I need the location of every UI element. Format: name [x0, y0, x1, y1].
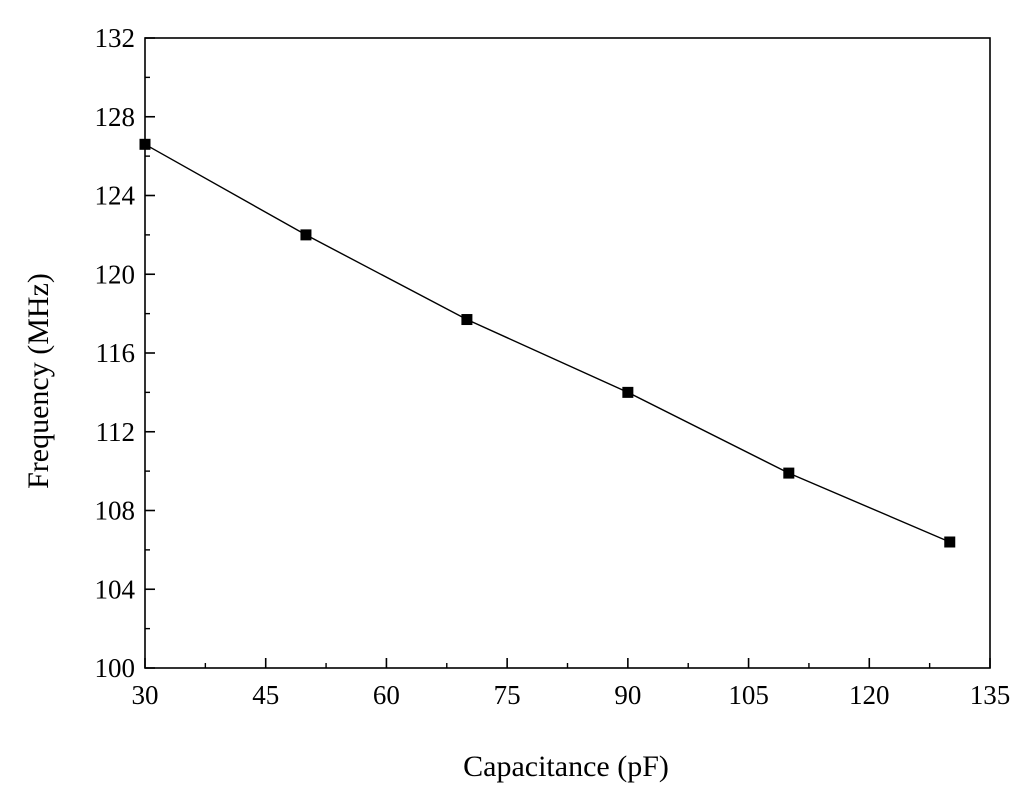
y-tick-label: 124	[95, 181, 136, 211]
data-point-marker	[139, 138, 151, 150]
axes	[144, 37, 991, 669]
x-axis-label: Capacitance (pF)	[463, 750, 669, 783]
data-point-marker	[944, 536, 956, 548]
x-tick-label: 60	[373, 680, 400, 710]
y-tick-label: 132	[95, 23, 136, 53]
series-layer	[139, 138, 956, 548]
x-tick-label: 75	[494, 680, 521, 710]
y-tick-label: 100	[95, 653, 136, 683]
y-tick-label: 112	[96, 417, 136, 447]
data-point-marker	[622, 386, 634, 398]
y-tick-label: 120	[95, 259, 136, 289]
data-point-marker	[461, 314, 473, 326]
y-tick-label: 116	[96, 338, 136, 368]
x-tick-label: 135	[970, 680, 1011, 710]
x-tick-label: 105	[728, 680, 769, 710]
plot-frame	[144, 37, 991, 669]
y-tick-label: 104	[95, 574, 136, 604]
data-point-marker	[300, 229, 312, 241]
series-line	[144, 143, 951, 543]
y-axis-label: Frequency (MHz)	[22, 273, 55, 489]
x-tick-label: 120	[849, 680, 890, 710]
x-tick-label: 45	[252, 680, 279, 710]
x-tick-label: 30	[132, 680, 159, 710]
y-tick-label: 108	[95, 496, 136, 526]
tick-labels: 30 45 60 75 90 105 120 135 100 104 108 112 116 120 124…	[95, 23, 1011, 710]
data-point-marker	[783, 467, 795, 479]
y-tick-label: 128	[95, 102, 136, 132]
x-tick-label: 90	[614, 680, 641, 710]
